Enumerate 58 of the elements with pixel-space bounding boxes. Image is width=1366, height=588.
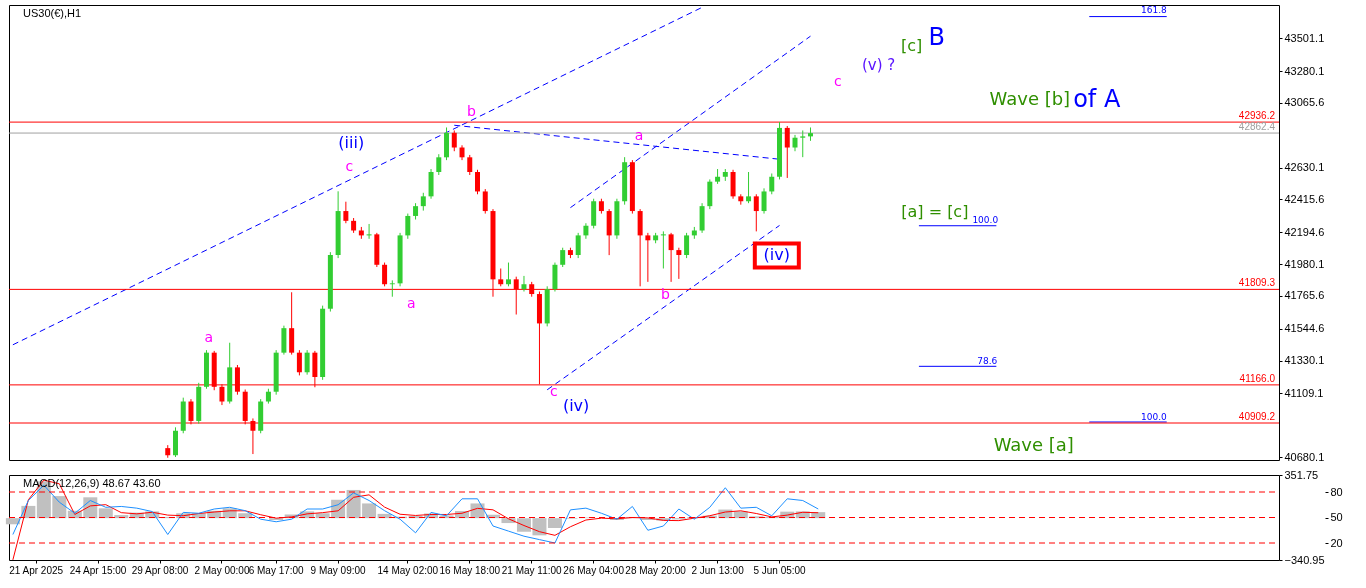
y-tick-label: 43280.1 bbox=[1284, 64, 1325, 77]
annotation: b bbox=[660, 285, 670, 302]
y-tick-label: 42630.1 bbox=[1284, 161, 1325, 174]
y-tick-label: −340.95 bbox=[1284, 553, 1325, 566]
annotation: c bbox=[345, 158, 354, 175]
x-tick-label: 5 Jun 05:00 bbox=[753, 564, 807, 576]
x-tick-label: 16 May 18:00 bbox=[439, 564, 501, 576]
ref-line-label: 42936.2 bbox=[1238, 110, 1276, 122]
x-tick-label: 29 Apr 08:00 bbox=[131, 564, 189, 576]
annotation: Wave [b] bbox=[989, 87, 1071, 109]
x-tick-label: 28 May 20:00 bbox=[625, 564, 687, 576]
annotation: B bbox=[928, 23, 946, 52]
annotation: 161.8 bbox=[1141, 4, 1168, 15]
y-tick-label: 43501.1 bbox=[1284, 31, 1325, 44]
y2-tick-label: 20 bbox=[1330, 536, 1343, 549]
x-tick-label: 2 May 00:00 bbox=[194, 564, 250, 576]
ref-line-label: 42862.4 bbox=[1238, 121, 1276, 133]
x-tick-label: 6 May 17:00 bbox=[248, 564, 305, 576]
x-tick-label: 21 May 11:00 bbox=[501, 564, 563, 576]
annotation: 100.0 bbox=[1141, 411, 1168, 422]
annotation: (iv) bbox=[763, 245, 791, 265]
annotation: c bbox=[834, 73, 842, 90]
annotation: [a] = [c] bbox=[901, 202, 969, 222]
chart-title: US30(€),H1 bbox=[23, 7, 82, 19]
annotation: (iv) bbox=[562, 396, 590, 416]
x-tick-label: 2 Jun 13:00 bbox=[691, 564, 745, 576]
annotation: (v) ? bbox=[861, 55, 896, 74]
ref-line-label: 40909.2 bbox=[1238, 411, 1276, 423]
annotation: (iii) bbox=[338, 132, 365, 152]
annotation: 78.6 bbox=[977, 356, 998, 367]
y-tick-label: 40680.1 bbox=[1284, 450, 1325, 463]
y-tick-label: 41765.6 bbox=[1284, 289, 1325, 302]
annotation: 100.0 bbox=[972, 215, 999, 226]
annotation: Wave [a] bbox=[993, 434, 1074, 456]
y-tick-label: 41544.6 bbox=[1284, 322, 1325, 335]
annotation: [c] bbox=[900, 36, 923, 56]
ref-line-label: 41166.0 bbox=[1239, 372, 1276, 384]
x-tick-label: 21 Apr 2025 bbox=[9, 564, 64, 576]
x-tick-label: 14 May 02:00 bbox=[377, 564, 439, 576]
y-tick-label: 41980.1 bbox=[1284, 257, 1325, 270]
annotation: of A bbox=[1073, 84, 1121, 113]
y-tick-label: 42194.6 bbox=[1284, 225, 1325, 238]
y-tick-label: 351.75 bbox=[1284, 468, 1319, 481]
y2-tick-label: 80 bbox=[1330, 485, 1343, 498]
y-tick-label: 42415.6 bbox=[1284, 192, 1325, 205]
y-tick-label: 41330.1 bbox=[1284, 354, 1325, 367]
annotation: b bbox=[466, 102, 476, 119]
annotation: a bbox=[634, 127, 644, 144]
annotation: c bbox=[549, 383, 558, 400]
x-tick-label: 9 May 09:00 bbox=[310, 564, 367, 576]
ref-line-label: 41809.3 bbox=[1238, 277, 1276, 289]
annotation: a bbox=[407, 295, 416, 312]
y2-tick-label: 50 bbox=[1330, 511, 1343, 523]
x-tick-label: 24 Apr 15:00 bbox=[69, 564, 127, 576]
y-tick-label: 41109.1 bbox=[1284, 386, 1324, 399]
y-tick-label: 43065.6 bbox=[1284, 96, 1325, 109]
annotation: a bbox=[204, 328, 214, 345]
x-tick-label: 26 May 04:00 bbox=[563, 564, 625, 576]
